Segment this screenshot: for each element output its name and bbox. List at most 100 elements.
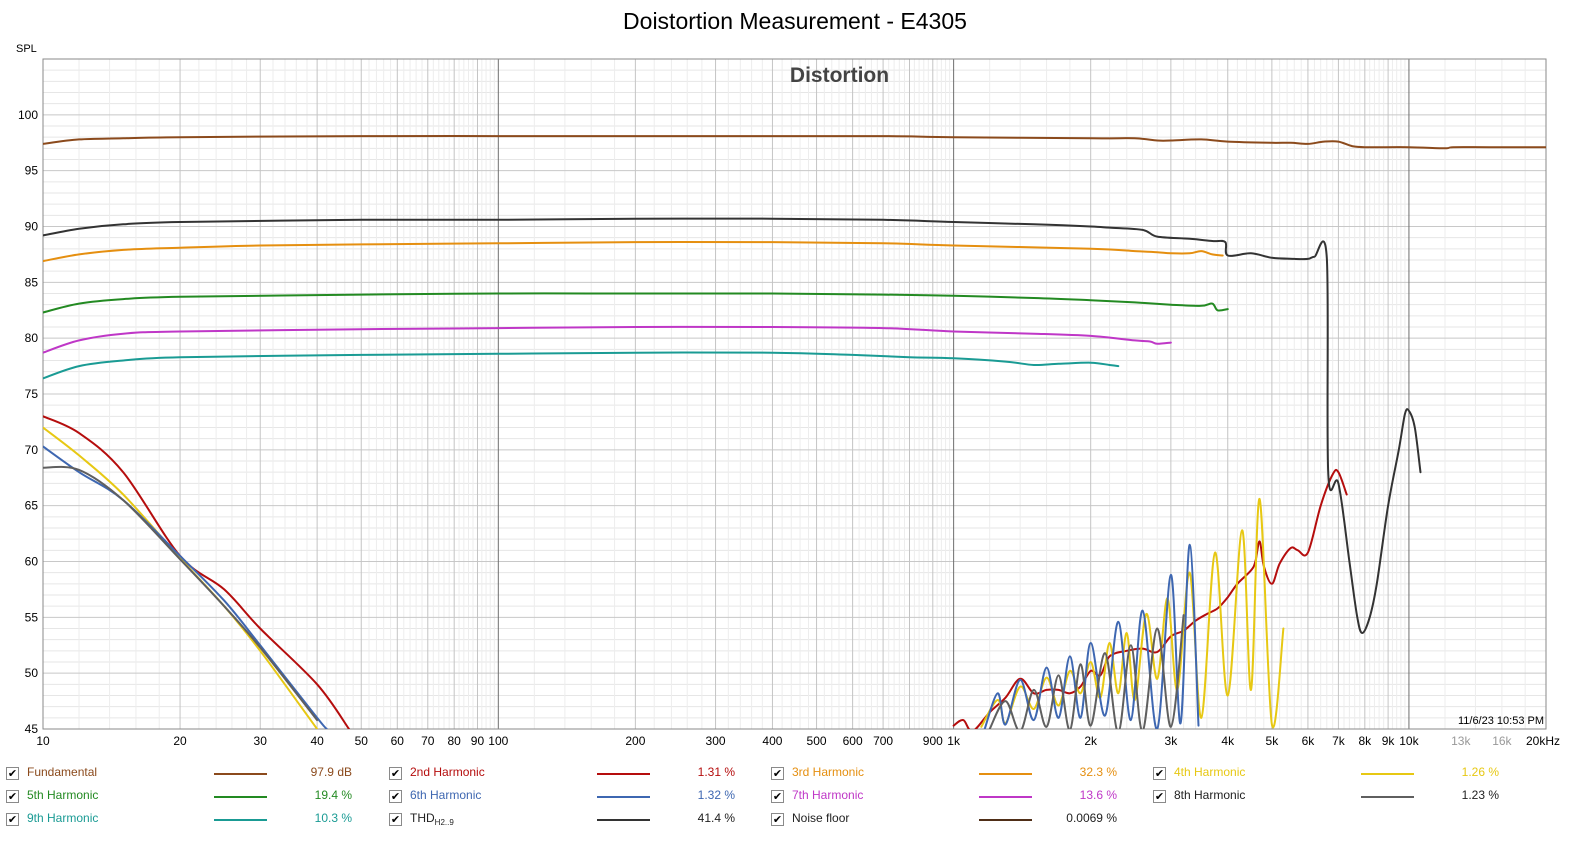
chart-title: Distortion — [790, 64, 889, 87]
legend-swatch — [597, 819, 650, 821]
legend-label: 2nd Harmonic — [410, 765, 485, 779]
legend-swatch — [1361, 796, 1414, 798]
legend-item: ✔ 8th Harmonic 1.23 % — [1153, 787, 1513, 807]
x-tick-label: 20 — [173, 734, 187, 748]
legend-checkbox[interactable]: ✔ — [389, 767, 402, 780]
legend-item: ✔ 6th Harmonic 1.32 % — [389, 787, 749, 807]
legend-item: ✔ Fundamental 97.9 dB — [6, 764, 366, 784]
x-tick-label: 6k — [1302, 734, 1316, 748]
x-tick-label: 700 — [873, 734, 893, 748]
legend-checkbox[interactable]: ✔ — [6, 813, 19, 826]
y-tick-label: 60 — [25, 555, 39, 569]
x-tick-label: 1k — [947, 734, 961, 748]
legend-swatch — [979, 773, 1032, 775]
x-tick-label: 30 — [254, 734, 268, 748]
x-tick-label: 100 — [488, 734, 508, 748]
x-tick-label: 900 — [923, 734, 943, 748]
legend-checkbox[interactable]: ✔ — [1153, 790, 1166, 803]
series-line-fundamental — [43, 135, 1546, 150]
x-tick-label: 7k — [1332, 734, 1346, 748]
x-tick-label: 50 — [355, 734, 369, 748]
legend-item: ✔ THDH2..9 41.4 % — [389, 810, 749, 830]
legend-value: 1.32 % — [697, 788, 735, 802]
legend-value: 0.0069 % — [1066, 811, 1117, 825]
x-tick-label: 70 — [421, 734, 435, 748]
series-line-6th-harmonic — [43, 445, 328, 729]
legend-value: 10.3 % — [314, 811, 352, 825]
timestamp: 11/6/23 10:53 PM — [1458, 715, 1544, 727]
x-tick-label: 5k — [1266, 734, 1280, 748]
legend-swatch — [214, 773, 267, 775]
x-tick-label: 8k — [1358, 734, 1372, 748]
y-tick-label: 50 — [25, 666, 39, 680]
legend-checkbox[interactable]: ✔ — [6, 767, 19, 780]
legend-checkbox[interactable]: ✔ — [771, 767, 784, 780]
y-tick-label: 65 — [25, 499, 39, 513]
y-tick-label: 70 — [25, 443, 39, 457]
legend-value: 1.31 % — [697, 765, 735, 779]
x-tick-label: 16k — [1492, 734, 1512, 748]
plot-frame — [42, 58, 1547, 730]
legend-swatch — [979, 819, 1032, 821]
legend-value: 41.4 % — [697, 811, 735, 825]
x-tick-label: 600 — [843, 734, 863, 748]
legend-label: Noise floor — [792, 811, 850, 825]
x-tick-label: 500 — [807, 734, 827, 748]
x-tick-label: 200 — [625, 734, 645, 748]
x-tick-label: 90 — [471, 734, 485, 748]
series-line-8th-harmonic — [43, 465, 319, 722]
x-tick-label: 40 — [310, 734, 324, 748]
x-tick-label: 4k — [1221, 734, 1235, 748]
legend-label: 6th Harmonic — [410, 788, 482, 802]
legend-label: Fundamental — [27, 765, 98, 779]
legend-label: THDH2..9 — [410, 811, 454, 827]
legend-swatch — [214, 796, 267, 798]
legend-swatch — [597, 796, 650, 798]
x-tick-label: 400 — [762, 734, 782, 748]
legend-label: 7th Harmonic — [792, 788, 864, 802]
legend-item: ✔ 7th Harmonic 13.6 % — [771, 787, 1131, 807]
x-tick-label: 300 — [706, 734, 726, 748]
x-tick-label: 20kHz — [1526, 734, 1560, 748]
legend-label: 4th Harmonic — [1174, 765, 1246, 779]
x-tick-label: 13k — [1451, 734, 1471, 748]
legend-checkbox[interactable]: ✔ — [771, 813, 784, 826]
legend-swatch — [979, 796, 1032, 798]
series-line-2nd-harmonic — [43, 415, 350, 729]
legend-value: 13.6 % — [1079, 788, 1117, 802]
legend-item: ✔ 3rd Harmonic 32.3 % — [771, 764, 1131, 784]
legend-value: 32.3 % — [1079, 765, 1117, 779]
distortion-chart: Distortion SPL 45 50 55 60 65 70 75 80 85 90 95 100… — [16, 43, 1560, 748]
legend-checkbox[interactable]: ✔ — [389, 813, 402, 826]
legend-label-subscript: H2..9 — [434, 818, 454, 827]
legend-checkbox[interactable]: ✔ — [771, 790, 784, 803]
legend-swatch — [597, 773, 650, 775]
legend-label: 5th Harmonic — [27, 788, 99, 802]
legend: ✔ Fundamental 97.9 dB ✔ 2nd Harmonic 1.31 % ✔ 3… — [0, 764, 1590, 844]
legend-value: 1.23 % — [1461, 788, 1499, 802]
legend-label: 9th Harmonic — [27, 811, 99, 825]
legend-item: ✔ 4th Harmonic 1.26 % — [1153, 764, 1513, 784]
legend-checkbox[interactable]: ✔ — [389, 790, 402, 803]
y-axis-label: SPL — [16, 43, 37, 55]
y-tick-label: 100 — [18, 108, 38, 122]
series-lines — [43, 135, 1546, 729]
series-line-4th-harmonic — [980, 497, 1285, 729]
y-tick-label: 75 — [25, 387, 39, 401]
x-axis-ticks: 10 20 30 40 50 60 70 80 90 100 200 300 400 500 600 700 9… — [36, 734, 1560, 748]
legend-item: ✔ 2nd Harmonic 1.31 % — [389, 764, 749, 784]
series-line-3rd-harmonic — [43, 240, 1224, 263]
legend-value: 1.26 % — [1461, 765, 1499, 779]
page-title: Doistortion Measurement - E4305 — [623, 8, 967, 34]
legend-swatch — [214, 819, 267, 821]
series-line-2nd-harmonic — [952, 468, 1348, 729]
legend-label: 3rd Harmonic — [792, 765, 865, 779]
x-tick-label: 80 — [448, 734, 462, 748]
x-tick-label: 2k — [1084, 734, 1098, 748]
series-line-5th-harmonic — [43, 292, 1229, 314]
y-axis-ticks: 45 50 55 60 65 70 75 80 85 90 95 100 — [18, 108, 38, 736]
legend-checkbox[interactable]: ✔ — [1153, 767, 1166, 780]
legend-checkbox[interactable]: ✔ — [6, 790, 19, 803]
series-line-7th-harmonic — [43, 325, 1172, 354]
y-tick-label: 55 — [25, 610, 39, 624]
